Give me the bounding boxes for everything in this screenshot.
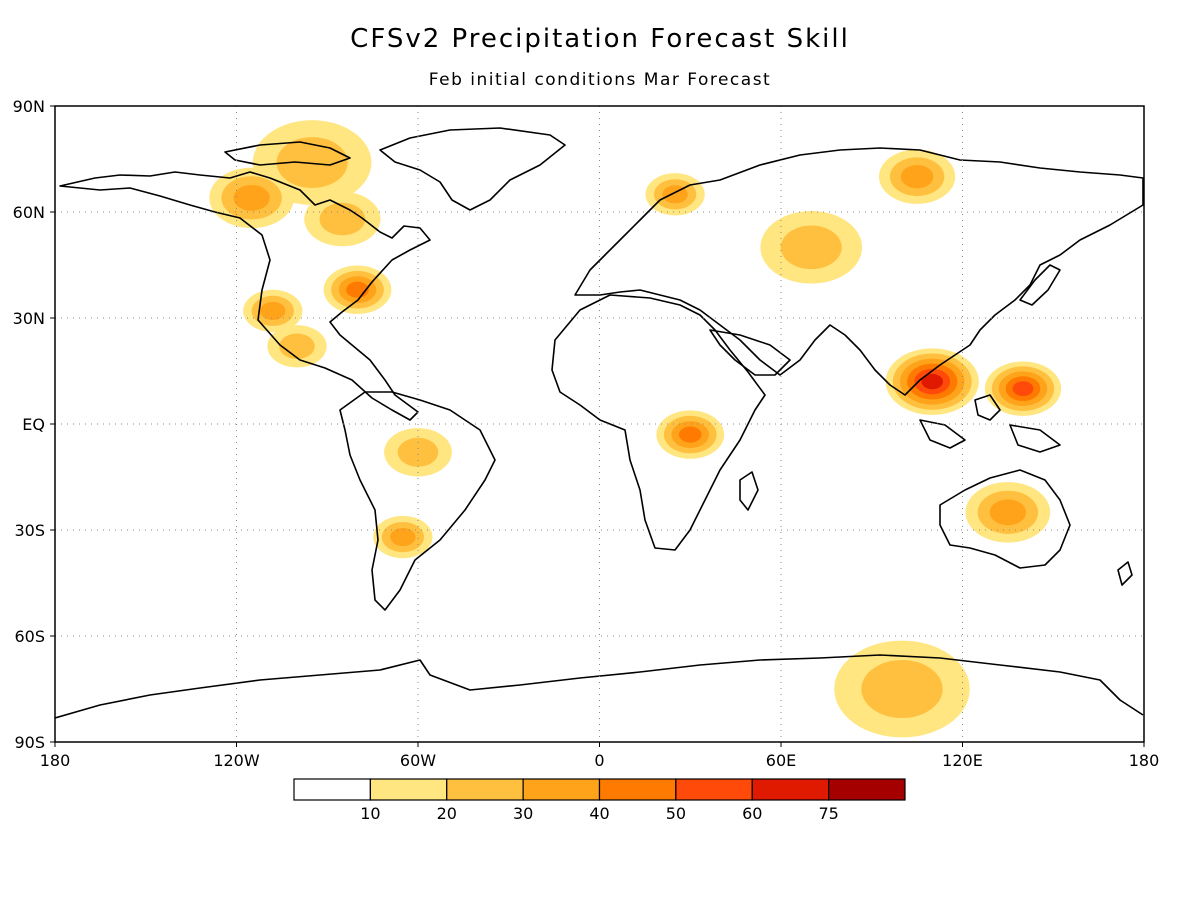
legend-swatch — [293, 778, 371, 801]
coastlines — [55, 127, 1144, 719]
lon-label: 0 — [594, 751, 604, 770]
lat-label: 60S — [14, 627, 45, 646]
legend-swatch — [675, 778, 753, 801]
lon-label: 60E — [766, 751, 796, 770]
lat-label: 30N — [13, 309, 45, 328]
skill-region-central-asia-level-2 — [780, 225, 842, 270]
legend-swatch — [369, 778, 448, 801]
skill-region-mexico-level-2 — [279, 333, 315, 359]
legend-threshold-label: 75 — [818, 804, 838, 823]
map-subtitle: Feb initial conditions Mar Forecast — [428, 70, 772, 90]
skill-region-siberia-level-3 — [900, 164, 934, 189]
legend-threshold-label: 40 — [589, 804, 609, 823]
skill-region-western-pacific-level-5 — [1012, 381, 1034, 397]
skill-region-southern-south-america-level-3 — [390, 527, 416, 547]
lat-label: 90S — [14, 733, 45, 752]
lon-label: 180 — [1129, 751, 1160, 770]
legend-swatch — [751, 778, 830, 801]
skill-region-northern-canada-level-3 — [233, 184, 270, 211]
skill-region-central-africa-level-4 — [678, 426, 702, 443]
latitude-labels: 90N 60N 30N EQ 30S 60S 90S — [13, 97, 55, 752]
color-legend: 10 20 30 40 50 60 75 — [293, 778, 906, 823]
skill-region-arctic-canada-level-2 — [276, 137, 348, 188]
skill-region-australia-level-3 — [989, 499, 1027, 526]
graticule — [55, 106, 1144, 742]
skill-region-amazon-level-2 — [397, 437, 439, 467]
legend-swatch — [598, 778, 677, 801]
lat-label: 30S — [14, 521, 45, 540]
lat-label: 60N — [13, 203, 45, 222]
lon-label: 60W — [400, 751, 436, 770]
legend-threshold-label: 30 — [513, 804, 533, 823]
skill-region-southwest-usa-level-3 — [260, 301, 286, 321]
lat-label: EQ — [22, 415, 45, 434]
lon-label: 180 — [40, 751, 71, 770]
legend-swatch — [446, 778, 524, 801]
skill-region-hudson-bay-level-2 — [319, 202, 366, 236]
legend-swatch — [828, 778, 906, 801]
legend-threshold-label: 60 — [742, 804, 762, 823]
legend-threshold-label: 10 — [360, 804, 380, 823]
longitude-labels: 180 120W 60W 0 60E 120E 180 — [40, 742, 1160, 770]
legend-swatch — [522, 778, 601, 801]
legend-threshold-label: 20 — [437, 804, 457, 823]
lon-label: 120E — [942, 751, 983, 770]
skill-region-southeast-asia-level-6 — [921, 373, 944, 390]
map-title: CFSv2 Precipitation Forecast Skill — [350, 24, 850, 54]
legend-threshold-label: 50 — [666, 804, 686, 823]
lon-label: 120W — [213, 751, 260, 770]
skill-region-antarctica-level-2 — [861, 659, 943, 719]
lat-label: 90N — [13, 97, 45, 116]
